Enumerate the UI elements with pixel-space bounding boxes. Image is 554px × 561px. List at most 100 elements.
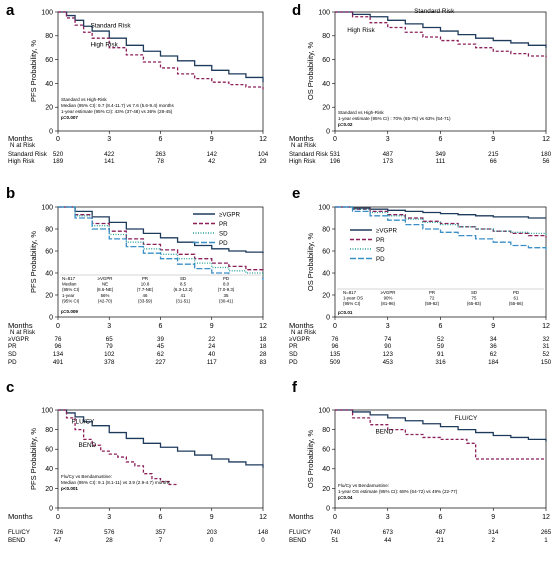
series-line-standardrisk [335, 11, 547, 48]
curve-label: BEND [79, 442, 97, 449]
summary-table-cell: (65-83) [467, 301, 482, 306]
risk-value: 62 [490, 351, 497, 358]
risk-row-label: High Risk [8, 158, 35, 165]
summary-table-cell: 8.0 [223, 282, 230, 287]
risk-value: 740 [330, 529, 341, 536]
x-tick-label: 6 [439, 514, 443, 521]
x-tick-label: 9 [491, 136, 495, 143]
curve-label: FLU/CY [455, 415, 478, 422]
risk-value: 2 [492, 537, 496, 544]
y-tick-label: 60 [45, 57, 53, 64]
curve-label: Standard Risk [414, 8, 455, 15]
curve-label: High Risk [90, 42, 118, 49]
n-at-risk-header: N at Risk [10, 142, 36, 149]
annotation: Flu/Cy vs Bendamustine: [61, 474, 112, 479]
summary-table-cell: (7.7-NE) [137, 287, 154, 292]
risk-value: 76 [332, 336, 339, 343]
y-tick-label: 20 [322, 486, 330, 493]
risk-value: 39 [157, 336, 164, 343]
y-tick-label: 80 [45, 226, 53, 233]
x-axis-label: Months [289, 321, 314, 330]
risk-value: 28 [106, 537, 113, 544]
summary-table-header: N=817 [343, 290, 357, 295]
risk-row-label: FLU/CY [8, 529, 30, 536]
summary-table-cell: 1-year OS [343, 295, 363, 300]
x-tick-label: 0 [56, 323, 60, 330]
y-tick-label: 40 [45, 81, 53, 88]
risk-row-label: Standard Risk [8, 151, 48, 158]
summary-table-header: ≥VGPR [98, 276, 113, 281]
legend-label: PR [376, 237, 385, 244]
risk-value: 96 [55, 343, 62, 350]
x-tick-label: 3 [386, 514, 390, 521]
y-tick-label: 40 [45, 466, 53, 473]
summary-table-cell: (55-66) [509, 301, 524, 306]
summary-table-cell: 41 [181, 293, 186, 298]
y-tick-label: 100 [318, 407, 330, 414]
y-tick-label: 40 [322, 270, 330, 277]
y-tick-label: 80 [322, 33, 330, 40]
x-tick-label: 3 [107, 136, 111, 143]
risk-value: 203 [207, 529, 218, 536]
y-tick-label: 80 [45, 427, 53, 434]
x-axis-label: Months [8, 134, 33, 143]
y-tick-label: 0 [326, 505, 330, 512]
risk-value: 0 [210, 537, 214, 544]
n-at-risk-header: N at Risk [291, 142, 317, 149]
x-axis-label: Months [8, 512, 33, 521]
summary-table-cell: (31-51) [176, 298, 191, 303]
risk-value: 123 [383, 351, 394, 358]
risk-value: 79 [106, 343, 113, 350]
p-value: p=0.04 [338, 495, 353, 500]
x-tick-label: 12 [259, 136, 267, 143]
summary-table-cell: (95% CI) [62, 287, 80, 292]
series-line-highrisk [58, 11, 264, 90]
legend-label: PD [219, 240, 228, 247]
risk-value: 148 [258, 529, 269, 536]
annotation: Standard vs High-Risk [338, 110, 384, 115]
panel-c: c 0 20 40 60 80 100 PFS Probability, % 0 3 6 9 12 Mon… [6, 379, 269, 544]
y-tick-label: 0 [49, 128, 53, 135]
summary-table-cell: 10.8 [141, 282, 150, 287]
summary-table-cell: 72 [430, 295, 435, 300]
panel-letter-d: d [292, 2, 301, 19]
risk-value: 22 [208, 336, 215, 343]
x-tick-label: 9 [491, 323, 495, 330]
n-at-risk-header: N at Risk [10, 329, 36, 336]
summary-table-cell: Median [62, 282, 77, 287]
n-at-risk-header: N at Risk [291, 329, 317, 336]
x-axis-label: Months [289, 512, 314, 521]
risk-value: 453 [383, 359, 394, 366]
y-tick-label: 80 [322, 226, 330, 233]
risk-value: 316 [435, 359, 446, 366]
legend-label: PD [376, 256, 385, 263]
y-tick-label: 0 [326, 314, 330, 321]
x-tick-label: 3 [386, 136, 390, 143]
x-axis-label: Months [289, 134, 314, 143]
y-tick-label: 60 [322, 248, 330, 255]
annotation: Median (95% CI): 9.7 (8.4-11.7) vs 7.6 (… [61, 103, 174, 108]
summary-table-cell: (7.0-9.3) [218, 287, 235, 292]
risk-value: 31 [543, 343, 550, 350]
annotation: 1-year estimate (95% CI) : 70% (65-75) v… [338, 116, 451, 121]
panel-b: b 0 20 40 60 80 100 PFS Probability, % 0 3 6 9 12 Mon… [6, 185, 267, 366]
risk-row-label: BEND [289, 537, 307, 544]
risk-row-label: SD [8, 351, 17, 358]
risk-value: 102 [104, 351, 115, 358]
risk-value: 173 [383, 158, 394, 165]
x-tick-label: 12 [542, 514, 550, 521]
risk-value: 18 [260, 336, 267, 343]
risk-value: 726 [53, 529, 64, 536]
risk-value: 134 [53, 351, 64, 358]
y-tick-label: 100 [41, 407, 53, 414]
x-axis-label: Months [8, 321, 33, 330]
series-line-flucy [335, 409, 547, 442]
risk-value: 135 [330, 351, 341, 358]
risk-value: 227 [155, 359, 166, 366]
summary-table-header: PR [142, 276, 148, 281]
x-tick-label: 6 [159, 514, 163, 521]
panel-letter-a: a [6, 2, 15, 19]
curve-label: High Risk [347, 27, 375, 34]
